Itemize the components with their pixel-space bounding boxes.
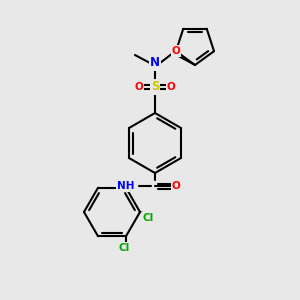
Text: O: O — [172, 181, 180, 191]
Text: S: S — [151, 80, 159, 94]
Text: NH: NH — [118, 181, 135, 191]
Text: O: O — [172, 46, 180, 56]
Text: Cl: Cl — [118, 243, 130, 253]
Text: N: N — [150, 56, 160, 70]
Text: O: O — [167, 82, 176, 92]
Text: Cl: Cl — [142, 213, 154, 223]
Text: O: O — [135, 82, 143, 92]
